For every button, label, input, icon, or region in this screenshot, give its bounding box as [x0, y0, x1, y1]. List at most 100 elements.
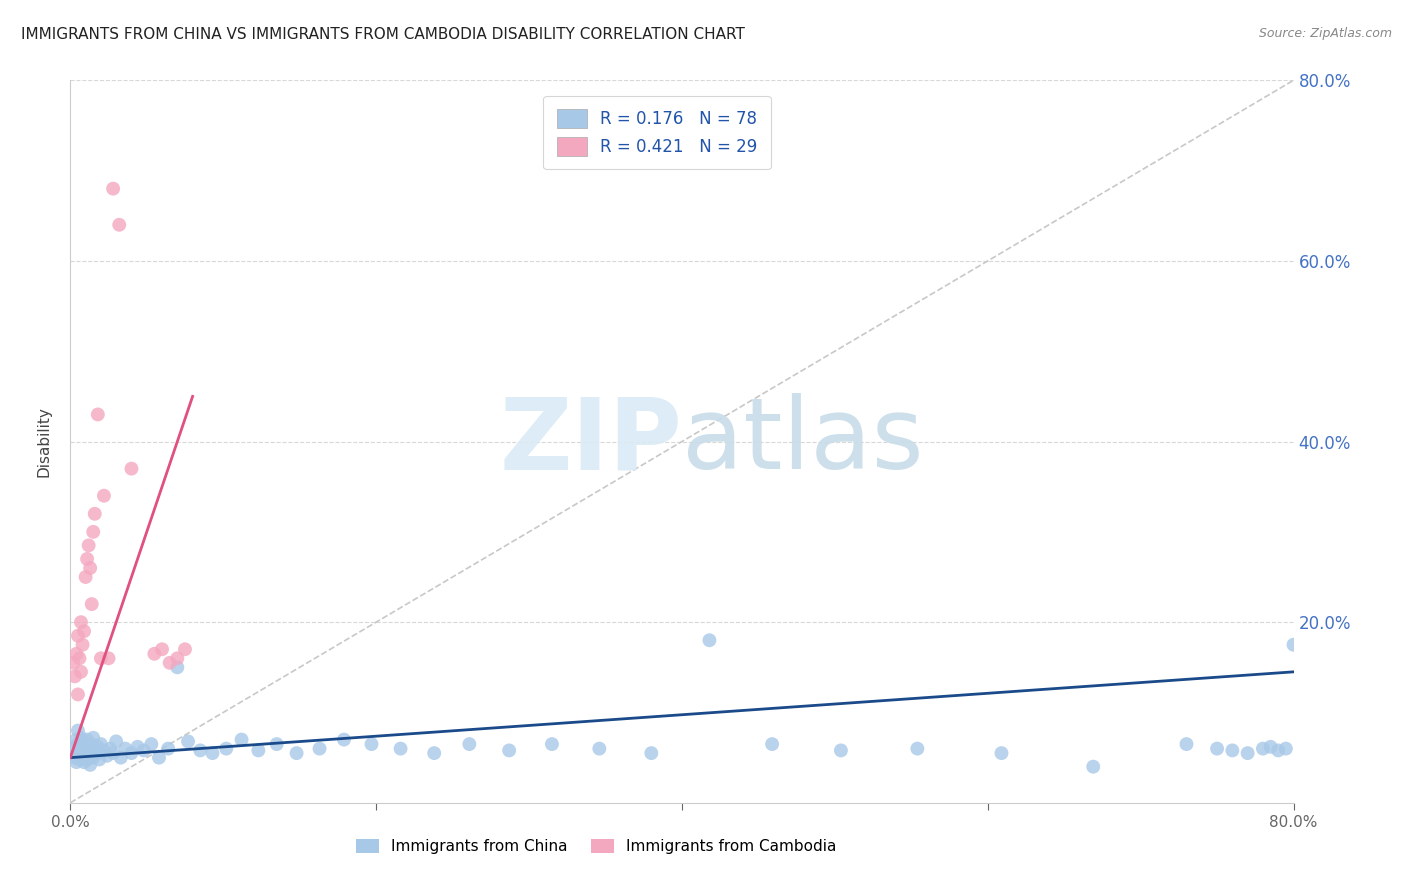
Point	[72, 750, 94, 764]
Point	[1206, 741, 1229, 756]
Point	[66, 746, 89, 760]
Point	[333, 732, 356, 747]
Point	[66, 737, 89, 751]
Point	[108, 218, 131, 232]
Point	[73, 755, 96, 769]
Point	[69, 651, 91, 665]
Point	[73, 624, 96, 639]
Point	[247, 743, 270, 757]
Point	[640, 746, 662, 760]
Point	[83, 507, 105, 521]
Point	[1083, 760, 1105, 774]
Point	[114, 741, 136, 756]
Point	[66, 687, 89, 701]
Point	[150, 642, 173, 657]
Point	[72, 638, 94, 652]
Point	[69, 752, 91, 766]
Point	[101, 182, 124, 196]
Point	[82, 731, 104, 745]
Point	[105, 734, 128, 748]
Point	[1260, 739, 1282, 754]
Point	[148, 750, 170, 764]
Point	[121, 746, 143, 760]
Point	[76, 732, 98, 747]
Point	[75, 570, 97, 584]
Point	[65, 647, 87, 661]
Point	[62, 741, 84, 756]
Point	[77, 746, 100, 760]
Point	[159, 656, 181, 670]
Point	[132, 743, 155, 757]
Point	[87, 408, 110, 422]
Point	[498, 743, 520, 757]
Point	[70, 731, 93, 745]
Point	[77, 741, 100, 756]
Point	[79, 561, 101, 575]
Point	[97, 651, 120, 665]
Point	[66, 629, 89, 643]
Point	[588, 741, 610, 756]
Point	[83, 743, 105, 757]
Point	[389, 741, 412, 756]
Point	[699, 633, 721, 648]
Point	[1236, 746, 1258, 760]
Point	[75, 739, 97, 753]
Point	[541, 737, 564, 751]
Point	[231, 732, 253, 747]
Point	[990, 746, 1012, 760]
Point	[141, 737, 163, 751]
Point	[127, 739, 149, 754]
Point	[1275, 741, 1298, 756]
Text: IMMIGRANTS FROM CHINA VS IMMIGRANTS FROM CAMBODIA DISABILITY CORRELATION CHART: IMMIGRANTS FROM CHINA VS IMMIGRANTS FROM…	[21, 27, 745, 42]
Point	[266, 737, 288, 751]
Point	[177, 734, 200, 748]
Point	[76, 752, 98, 766]
Point	[201, 746, 224, 760]
Point	[90, 737, 112, 751]
Point	[98, 741, 121, 756]
Point	[73, 743, 96, 757]
Point	[65, 732, 87, 747]
Point	[1251, 741, 1274, 756]
Point	[69, 739, 91, 754]
Point	[761, 737, 783, 751]
Point	[96, 748, 118, 763]
Point	[65, 755, 87, 769]
Point	[458, 737, 481, 751]
Point	[75, 748, 97, 763]
Point	[93, 743, 115, 757]
Point	[70, 665, 93, 679]
Point	[110, 750, 132, 764]
Point	[80, 737, 103, 751]
Point	[285, 746, 308, 760]
Point	[79, 757, 101, 772]
Point	[62, 656, 84, 670]
Point	[360, 737, 382, 751]
Point	[87, 739, 110, 754]
Point	[121, 461, 143, 475]
Point	[89, 752, 111, 766]
Text: ZIP: ZIP	[499, 393, 682, 490]
Point	[66, 723, 89, 738]
Point	[308, 741, 330, 756]
Point	[166, 660, 188, 674]
Point	[63, 750, 86, 764]
Point	[423, 746, 446, 760]
Point	[72, 734, 94, 748]
Point	[1267, 743, 1289, 757]
Text: Source: ZipAtlas.com: Source: ZipAtlas.com	[1258, 27, 1392, 40]
Point	[830, 743, 852, 757]
Point	[1175, 737, 1198, 751]
Point	[70, 746, 93, 760]
Text: atlas: atlas	[682, 393, 924, 490]
Point	[101, 746, 124, 760]
Legend: Immigrants from China, Immigrants from Cambodia: Immigrants from China, Immigrants from C…	[350, 833, 842, 860]
Point	[174, 642, 197, 657]
Point	[82, 750, 104, 764]
Point	[82, 524, 104, 539]
Point	[79, 743, 101, 757]
Point	[1220, 743, 1243, 757]
Point	[70, 615, 93, 630]
Point	[84, 746, 107, 760]
Point	[215, 741, 238, 756]
